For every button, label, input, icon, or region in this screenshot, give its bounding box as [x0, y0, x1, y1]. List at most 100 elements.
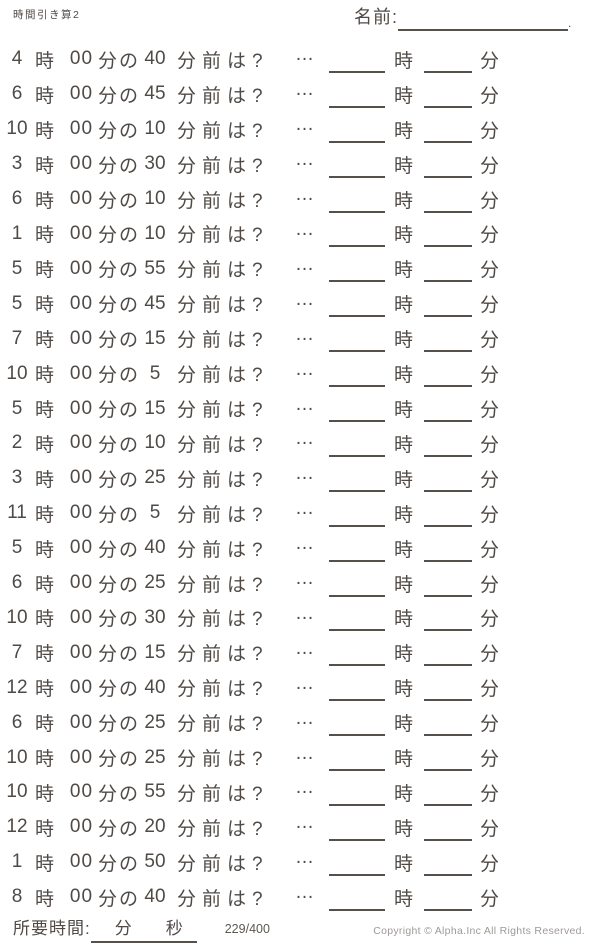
answer-minute-blank[interactable] — [424, 194, 472, 213]
minutes-before-question: 分前は? — [177, 749, 269, 771]
hour-unit-label: 時 — [35, 504, 55, 526]
minutes-of-label: 分の — [98, 400, 141, 422]
answer-minute-blank[interactable] — [424, 368, 472, 388]
minutes-before-question: 分前は? — [177, 469, 269, 491]
answer-hour-blank[interactable] — [329, 333, 385, 353]
elapsed-time-label: 所要時間: — [13, 919, 91, 938]
name-input-line[interactable] — [398, 11, 569, 31]
hour-value: 6 — [11, 188, 23, 210]
problem-row: 4 時 00 分の 40 分前は? … 時 分 — [0, 42, 600, 77]
answer-hour-blank[interactable] — [329, 124, 385, 143]
answer-minute-unit-label: 分 — [480, 190, 500, 212]
answer-hour-blank[interactable] — [329, 647, 385, 667]
zero-minutes-value: 00 — [69, 397, 94, 419]
problem-row: 5 時 00 分の 45 分前は? … 時 分 — [0, 286, 600, 321]
hour-unit-label: 時 — [35, 749, 55, 771]
problem-row: 5 時 00 分の 15 分前は? … 時 分 — [0, 391, 600, 426]
answer-hour-blank[interactable] — [329, 403, 385, 422]
answer-hour-blank[interactable] — [329, 578, 385, 597]
answer-minute-blank[interactable] — [424, 578, 472, 597]
answer-hour-unit-label: 時 — [394, 365, 414, 387]
answer-hour-unit-label: 時 — [394, 434, 414, 456]
problem-row: 7 時 00 分の 15 分前は? … 時 分 — [0, 635, 600, 670]
hour-value: 10 — [6, 606, 28, 628]
answer-hour-blank[interactable] — [329, 857, 385, 876]
problem-row: 10 時 00 分の 25 分前は? … 時 分 — [0, 740, 600, 775]
answer-hour-blank[interactable] — [329, 752, 385, 772]
answer-minute-blank[interactable] — [424, 787, 472, 806]
answer-hour-blank[interactable] — [329, 194, 385, 213]
minutes-before-question: 分前は? — [177, 609, 269, 631]
answer-hour-blank[interactable] — [329, 822, 385, 841]
hour-value: 10 — [6, 746, 28, 768]
answer-minute-blank[interactable] — [424, 333, 472, 353]
zero-minutes-value: 00 — [69, 188, 94, 210]
answer-minute-blank[interactable] — [424, 124, 472, 143]
answer-minute-blank[interactable] — [424, 647, 472, 667]
answer-minute-blank[interactable] — [424, 298, 472, 318]
answer-hour-blank[interactable] — [329, 787, 385, 806]
answer-hour-blank[interactable] — [329, 438, 385, 457]
hour-unit-label: 時 — [35, 295, 55, 317]
minutes-before-value: 30 — [144, 606, 166, 628]
hour-value: 5 — [11, 537, 23, 559]
answer-hour-blank[interactable] — [329, 298, 385, 318]
problem-row: 6 時 00 分の 10 分前は? … 時 分 — [0, 182, 600, 217]
answer-minute-blank[interactable] — [424, 752, 472, 772]
minutes-before-value: 55 — [144, 781, 166, 803]
answer-hour-blank[interactable] — [329, 508, 385, 527]
answer-minute-blank[interactable] — [424, 403, 472, 422]
answer-hour-blank[interactable] — [329, 473, 385, 492]
answer-hour-blank[interactable] — [329, 717, 385, 737]
answer-minute-blank[interactable] — [424, 159, 472, 178]
ellipsis: … — [295, 637, 314, 659]
answer-minute-blank[interactable] — [424, 682, 472, 702]
minutes-before-value: 20 — [144, 816, 166, 838]
answer-minute-blank[interactable] — [424, 822, 472, 841]
answer-minute-blank[interactable] — [424, 543, 472, 562]
hour-value: 10 — [6, 118, 28, 140]
answer-hour-unit-label: 時 — [394, 295, 414, 317]
answer-hour-blank[interactable] — [329, 54, 385, 73]
minutes-before-value: 15 — [144, 327, 166, 349]
zero-minutes-value: 00 — [69, 886, 94, 908]
answer-hour-blank[interactable] — [329, 89, 385, 108]
answer-minute-blank[interactable] — [424, 473, 472, 492]
ellipsis: … — [295, 44, 314, 66]
hour-unit-label: 時 — [35, 260, 55, 282]
answer-hour-blank[interactable] — [329, 543, 385, 562]
answer-minute-unit-label: 分 — [480, 714, 500, 736]
answer-minute-unit-label: 分 — [480, 50, 500, 72]
hour-value: 4 — [11, 48, 23, 70]
hour-unit-label: 時 — [35, 574, 55, 596]
hour-value: 3 — [11, 467, 23, 489]
answer-minute-blank[interactable] — [424, 508, 472, 527]
answer-minute-blank[interactable] — [424, 892, 472, 911]
answer-hour-blank[interactable] — [329, 682, 385, 702]
hour-value: 5 — [11, 292, 23, 314]
elapsed-time-blank[interactable]: 分 秒 — [90, 914, 197, 943]
minutes-of-label: 分の — [98, 295, 141, 317]
answer-minute-blank[interactable] — [424, 857, 472, 876]
answer-hour-blank[interactable] — [329, 263, 385, 283]
answer-hour-blank[interactable] — [329, 229, 385, 248]
hour-value: 6 — [11, 83, 23, 105]
answer-hour-blank[interactable] — [329, 892, 385, 911]
answer-hour-unit-label: 時 — [394, 190, 414, 212]
answer-minute-blank[interactable] — [424, 89, 472, 108]
minutes-before-question: 分前は? — [177, 539, 269, 561]
answer-minute-blank[interactable] — [424, 229, 472, 248]
answer-hour-blank[interactable] — [329, 159, 385, 178]
answer-hour-blank[interactable] — [329, 368, 385, 388]
minutes-of-label: 分の — [98, 365, 141, 387]
answer-minute-blank[interactable] — [424, 54, 472, 73]
answer-hour-unit-label: 時 — [394, 853, 414, 875]
answer-minute-blank[interactable] — [424, 613, 472, 632]
answer-minute-blank[interactable] — [424, 717, 472, 737]
answer-hour-blank[interactable] — [329, 613, 385, 632]
answer-minute-unit-label: 分 — [480, 330, 500, 352]
name-label: 名前: — [354, 7, 399, 27]
answer-minute-blank[interactable] — [424, 438, 472, 457]
minutes-before-question: 分前は? — [177, 365, 269, 387]
answer-minute-blank[interactable] — [424, 263, 472, 283]
